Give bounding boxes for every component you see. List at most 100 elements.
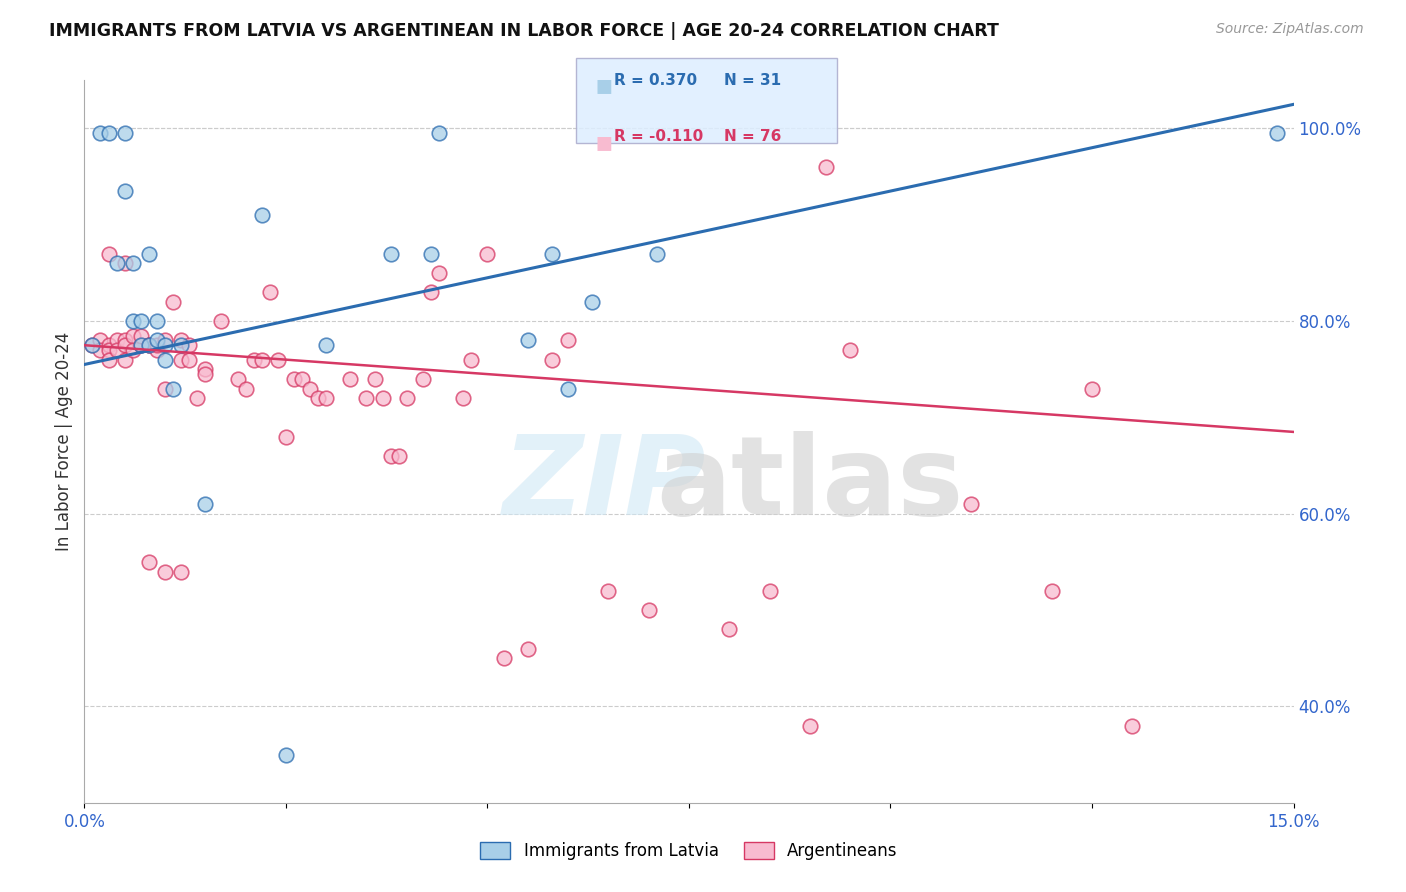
Point	[114, 184, 136, 198]
Point	[146, 334, 169, 348]
Point	[138, 338, 160, 352]
Text: N = 76: N = 76	[724, 129, 782, 145]
Point	[121, 328, 143, 343]
Point	[557, 382, 579, 396]
Point	[89, 334, 111, 348]
Point	[114, 126, 136, 140]
Point	[380, 449, 402, 463]
Point	[153, 565, 176, 579]
Point	[637, 603, 659, 617]
Point	[194, 367, 217, 381]
Point	[129, 314, 152, 328]
Point	[492, 651, 515, 665]
Text: R = -0.110: R = -0.110	[614, 129, 703, 145]
Text: ▪: ▪	[595, 128, 613, 155]
Point	[557, 334, 579, 348]
Point	[129, 328, 152, 343]
Text: Source: ZipAtlas.com: Source: ZipAtlas.com	[1216, 22, 1364, 37]
Point	[121, 256, 143, 270]
Text: IMMIGRANTS FROM LATVIA VS ARGENTINEAN IN LABOR FORCE | AGE 20-24 CORRELATION CHA: IMMIGRANTS FROM LATVIA VS ARGENTINEAN IN…	[49, 22, 1000, 40]
Point	[477, 246, 499, 260]
Point	[82, 338, 104, 352]
Point	[283, 372, 305, 386]
Text: R = 0.370: R = 0.370	[614, 73, 697, 88]
Point	[259, 285, 281, 300]
Point	[170, 338, 193, 352]
Point	[598, 583, 620, 598]
Point	[460, 352, 482, 367]
Point	[1040, 583, 1063, 598]
Point	[516, 641, 538, 656]
Point	[339, 372, 361, 386]
Point	[162, 382, 184, 396]
Point	[758, 583, 780, 598]
Point	[186, 391, 208, 405]
Point	[581, 294, 603, 309]
Point	[242, 352, 264, 367]
Point	[105, 343, 128, 357]
Legend: Immigrants from Latvia, Argentineans: Immigrants from Latvia, Argentineans	[474, 835, 904, 867]
Point	[97, 352, 120, 367]
Point	[235, 382, 257, 396]
Point	[97, 338, 120, 352]
Point	[153, 334, 176, 348]
Point	[380, 246, 402, 260]
Point	[363, 372, 385, 386]
Point	[114, 338, 136, 352]
Point	[799, 719, 821, 733]
Point	[267, 352, 290, 367]
Point	[146, 343, 169, 357]
Point	[97, 343, 120, 357]
Point	[89, 343, 111, 357]
Point	[97, 126, 120, 140]
Point	[114, 256, 136, 270]
Point	[307, 391, 329, 405]
Point	[170, 334, 193, 348]
Point	[645, 246, 668, 260]
Point	[138, 338, 160, 352]
Point	[146, 338, 169, 352]
Point	[89, 126, 111, 140]
Point	[315, 391, 337, 405]
Point	[114, 334, 136, 348]
Point	[105, 334, 128, 348]
Point	[153, 382, 176, 396]
Point	[451, 391, 474, 405]
Point	[1081, 382, 1104, 396]
Point	[420, 246, 443, 260]
Point	[1267, 126, 1289, 140]
Y-axis label: In Labor Force | Age 20-24: In Labor Force | Age 20-24	[55, 332, 73, 551]
Point	[114, 352, 136, 367]
Point	[226, 372, 249, 386]
Point	[153, 338, 176, 352]
Point	[412, 372, 434, 386]
Point	[814, 160, 837, 174]
Point	[138, 246, 160, 260]
Point	[138, 338, 160, 352]
Point	[129, 338, 152, 352]
Point	[82, 338, 104, 352]
Point	[420, 285, 443, 300]
Point	[395, 391, 418, 405]
Point	[121, 314, 143, 328]
Point	[194, 362, 217, 376]
Point	[146, 314, 169, 328]
Point	[356, 391, 378, 405]
Point	[170, 565, 193, 579]
Point	[138, 555, 160, 569]
Point	[121, 343, 143, 357]
Point	[1121, 719, 1143, 733]
Point	[274, 430, 297, 444]
Point	[209, 314, 232, 328]
Text: N = 31: N = 31	[724, 73, 782, 88]
Point	[291, 372, 314, 386]
Text: ZIP: ZIP	[502, 432, 706, 539]
Point	[250, 208, 273, 222]
Point	[371, 391, 394, 405]
Point	[315, 338, 337, 352]
Point	[170, 352, 193, 367]
Point	[541, 352, 564, 367]
Point	[129, 338, 152, 352]
Point	[541, 246, 564, 260]
Point	[516, 334, 538, 348]
